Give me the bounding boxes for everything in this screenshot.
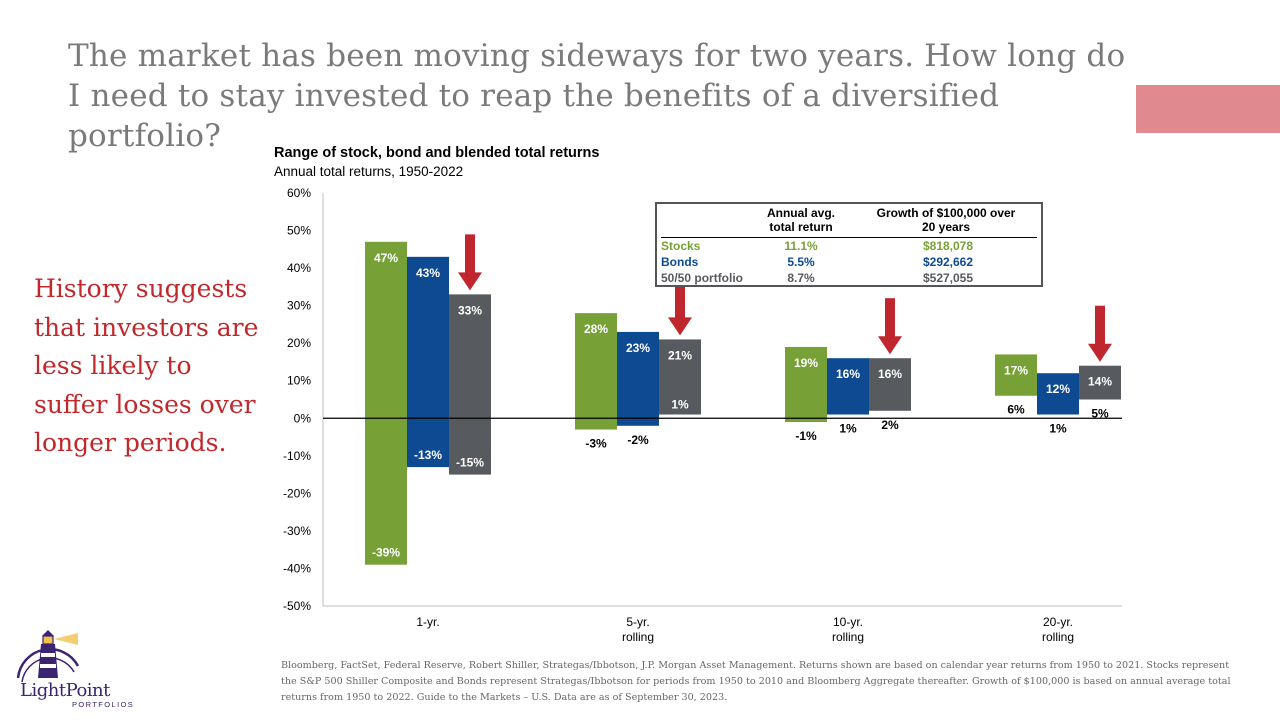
- arrow-shaft: [465, 234, 475, 275]
- bar-max-label: 47%: [374, 251, 398, 265]
- row-return: 5.5%: [787, 255, 815, 269]
- bar-max-label: 16%: [836, 367, 860, 381]
- x-category-label: 5-yr.: [626, 615, 649, 629]
- x-category-label: 1-yr.: [416, 615, 439, 629]
- table-row-bonds: Bonds 5.5% $292,662: [661, 254, 1041, 270]
- row-growth: $818,078: [922, 239, 974, 253]
- lighthouse-logo-icon: [16, 630, 80, 683]
- range-bar: [827, 358, 869, 415]
- row-growth: $527,055: [922, 271, 974, 285]
- bar-min-label: 1%: [839, 422, 857, 436]
- range-bar: [1037, 373, 1079, 415]
- table-row-stocks: Stocks 11.1% $818,078: [661, 238, 1041, 254]
- range-bar: [995, 354, 1037, 396]
- range-bar: [869, 358, 911, 411]
- bar-max-label: 21%: [668, 348, 692, 362]
- logo-word-point: Point: [65, 680, 111, 701]
- x-category-sublabel: rolling: [622, 630, 654, 644]
- bar-max-label: 43%: [416, 266, 440, 280]
- row-growth: $292,662: [922, 255, 974, 269]
- table-row-blend: 50/50 portfolio 8.7% $527,055: [661, 270, 1041, 286]
- x-category-sublabel: rolling: [1042, 630, 1074, 644]
- bar-max-label: 33%: [458, 303, 482, 317]
- table-header-return: Annual avg. total return: [753, 206, 849, 234]
- table-header-growth: Growth of $100,000 over 20 years: [863, 206, 1029, 234]
- y-tick-label: -50%: [283, 599, 311, 613]
- slide-title: The market has been moving sideways for …: [68, 38, 1126, 154]
- arrow-shaft: [675, 279, 685, 320]
- row-return: 8.7%: [787, 271, 815, 285]
- arrow-shaft: [1095, 305, 1105, 346]
- y-tick-label: 0%: [294, 411, 312, 425]
- bar-min-label: -2%: [627, 433, 649, 447]
- row-name: Bonds: [661, 255, 699, 269]
- y-tick-label: 60%: [287, 186, 311, 200]
- y-tick-label: 40%: [287, 261, 311, 275]
- header-growth-line2: 20 years: [921, 220, 971, 234]
- returns-summary-table: Annual avg. total return Growth of $100,…: [655, 202, 1043, 287]
- range-bar: [1079, 365, 1121, 400]
- y-tick-label: -30%: [283, 524, 311, 538]
- header-return-line1: Annual avg.: [766, 206, 835, 220]
- header-growth-line1: Growth of $100,000 over: [876, 206, 1016, 220]
- logo-subtitle: PORTFOLIOS: [72, 700, 135, 709]
- arrow-shaft: [885, 298, 895, 339]
- chart-subtitle: Annual total returns, 1950-2022: [274, 164, 464, 179]
- range-bar: [575, 313, 617, 430]
- arrow-head: [458, 272, 482, 291]
- bar-max-label: 14%: [1088, 375, 1112, 389]
- y-tick-label: 30%: [287, 299, 311, 313]
- range-bar: [659, 339, 701, 415]
- bar-min-label: -39%: [372, 546, 400, 560]
- bar-min-label: 5%: [1091, 407, 1109, 421]
- x-category-label: 10-yr.: [833, 615, 863, 629]
- row-return: 11.1%: [784, 239, 818, 253]
- bar-min-label: -3%: [585, 437, 607, 451]
- bar-min-label: -1%: [795, 429, 817, 443]
- bar-max-label: 19%: [794, 356, 818, 370]
- bar-min-label: -13%: [414, 448, 442, 462]
- y-tick-label: 20%: [287, 336, 311, 350]
- bar-max-label: 28%: [584, 322, 608, 336]
- row-name: 50/50 portfolio: [661, 271, 744, 285]
- source-footnote: Bloomberg, FactSet, Federal Reserve, Rob…: [281, 660, 1231, 703]
- header-return-line2: total return: [769, 220, 833, 234]
- bar-max-label: 16%: [878, 367, 902, 381]
- table-header-rule: [661, 237, 1037, 238]
- row-name: Stocks: [661, 239, 701, 253]
- bar-max-label: 23%: [626, 341, 650, 355]
- x-category-label: 20-yr.: [1043, 615, 1073, 629]
- bar-min-label: 2%: [881, 418, 899, 432]
- y-tick-label: -40%: [283, 561, 311, 575]
- range-bar: [449, 294, 491, 475]
- arrow-head: [668, 317, 692, 336]
- range-bar: [785, 346, 827, 423]
- bar-max-label: 17%: [1004, 363, 1028, 377]
- y-tick-label: -10%: [283, 449, 311, 463]
- y-tick-label: 10%: [287, 374, 311, 388]
- side-callout: History suggests that investors are less…: [34, 274, 259, 457]
- chart-title: Range of stock, bond and blended total r…: [274, 145, 600, 161]
- accent-bar: [1136, 85, 1280, 133]
- bar-max-label: 12%: [1046, 382, 1070, 396]
- logo-wordmark: LightPoint: [20, 680, 110, 701]
- bar-min-label: 1%: [1049, 422, 1067, 436]
- arrow-head: [1088, 343, 1112, 362]
- arrow-head: [878, 336, 902, 355]
- y-tick-label: -20%: [283, 486, 311, 500]
- bar-min-label: 6%: [1007, 403, 1025, 417]
- range-bar: [407, 256, 449, 468]
- x-category-sublabel: rolling: [832, 630, 864, 644]
- bar-min-label: 1%: [671, 398, 689, 412]
- y-tick-label: 50%: [287, 224, 311, 238]
- range-bar: [617, 331, 659, 426]
- range-bar: [365, 241, 407, 565]
- logo-word-light: Light: [20, 680, 66, 701]
- bar-min-label: -15%: [456, 456, 484, 470]
